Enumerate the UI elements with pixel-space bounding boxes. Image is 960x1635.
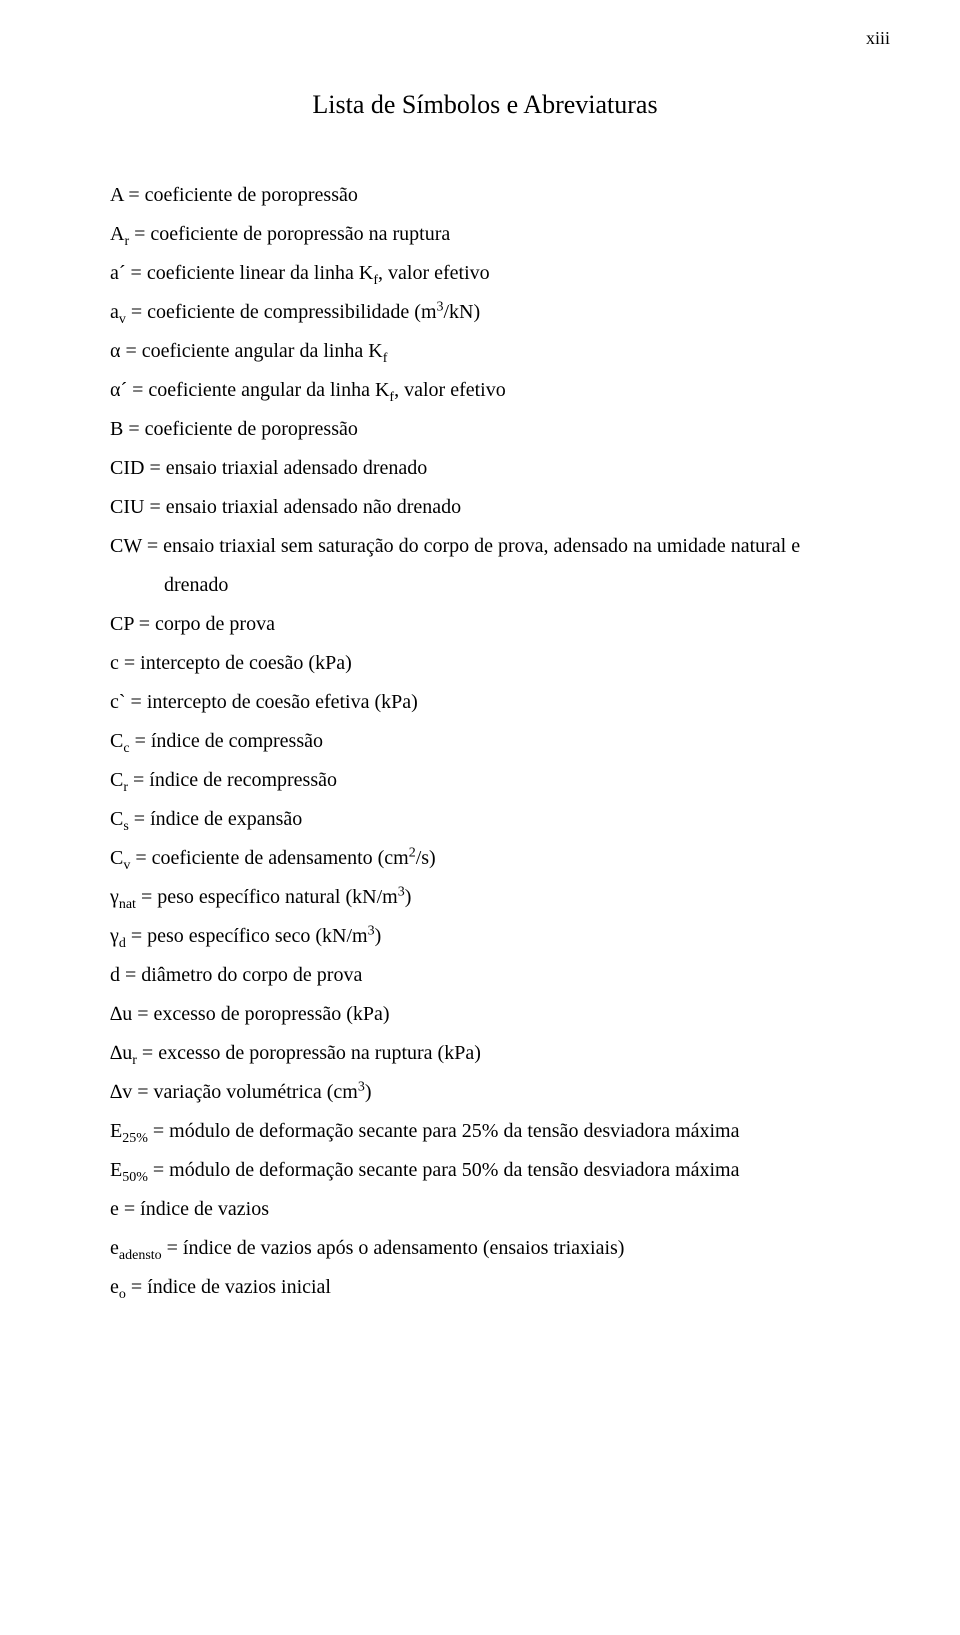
symbol-entry: ∆ur = excesso de poropressão na ruptura … xyxy=(110,1034,860,1073)
symbol-entry: A = coeficiente de poropressão xyxy=(110,176,860,215)
symbol-entry: ∆u = excesso de poropressão (kPa) xyxy=(110,995,860,1034)
symbol-entry: B = coeficiente de poropressão xyxy=(110,410,860,449)
symbol-entry: Cr = índice de recompressão xyxy=(110,761,860,800)
symbol-entry: a´ = coeficiente linear da linha Kf, val… xyxy=(110,254,860,293)
symbol-entry: CID = ensaio triaxial adensado drenado xyxy=(110,449,860,488)
symbol-entry: γd = peso específico seco (kN/m3) xyxy=(110,917,860,956)
symbol-entry: α´ = coeficiente angular da linha Kf, va… xyxy=(110,371,860,410)
page-number: xiii xyxy=(866,28,890,49)
symbol-entry: d = diâmetro do corpo de prova xyxy=(110,956,860,995)
page-title: Lista de Símbolos e Abreviaturas xyxy=(110,90,860,120)
symbol-entry: c` = intercepto de coesão efetiva (kPa) xyxy=(110,683,860,722)
symbol-entry: Ar = coeficiente de poropressão na ruptu… xyxy=(110,215,860,254)
symbol-entry: CP = corpo de prova xyxy=(110,605,860,644)
symbol-entry: Cs = índice de expansão xyxy=(110,800,860,839)
symbol-entry: E50% = módulo de deformação secante para… xyxy=(110,1151,860,1190)
symbol-entry: Cc = índice de compressão xyxy=(110,722,860,761)
symbol-definitions-list: A = coeficiente de poropressãoAr = coefi… xyxy=(110,176,860,1307)
symbol-entry: eo = índice de vazios inicial xyxy=(110,1268,860,1307)
symbol-entry: γnat = peso específico natural (kN/m3) xyxy=(110,878,860,917)
symbol-entry: drenado xyxy=(110,566,860,605)
symbol-entry: CIU = ensaio triaxial adensado não drena… xyxy=(110,488,860,527)
page: xiii Lista de Símbolos e Abreviaturas A … xyxy=(0,0,960,1635)
symbol-entry: c = intercepto de coesão (kPa) xyxy=(110,644,860,683)
symbol-entry: av = coeficiente de compressibilidade (m… xyxy=(110,293,860,332)
symbol-entry: E25% = módulo de deformação secante para… xyxy=(110,1112,860,1151)
symbol-entry: α = coeficiente angular da linha Kf xyxy=(110,332,860,371)
symbol-entry: eadensto = índice de vazios após o adens… xyxy=(110,1229,860,1268)
symbol-entry: CW = ensaio triaxial sem saturação do co… xyxy=(110,527,860,566)
symbol-entry: ∆v = variação volumétrica (cm3) xyxy=(110,1073,860,1112)
symbol-entry: e = índice de vazios xyxy=(110,1190,860,1229)
symbol-entry: Cv = coeficiente de adensamento (cm2/s) xyxy=(110,839,860,878)
